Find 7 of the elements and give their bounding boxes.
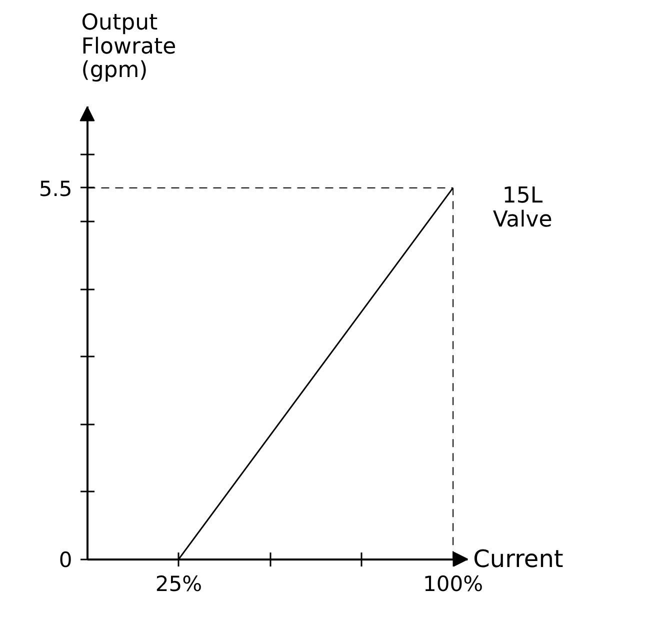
- y-tick-label: 5.5: [38, 176, 72, 201]
- x-tick-label: 25%: [155, 572, 202, 596]
- x-axis-title: Current: [473, 545, 564, 574]
- y-axis-title: Output Flowrate (gpm): [81, 10, 176, 84]
- text: 15L Valve: [492, 184, 552, 232]
- y-tick-label: 0: [58, 548, 72, 572]
- x-tick-label: 100%: [423, 572, 484, 596]
